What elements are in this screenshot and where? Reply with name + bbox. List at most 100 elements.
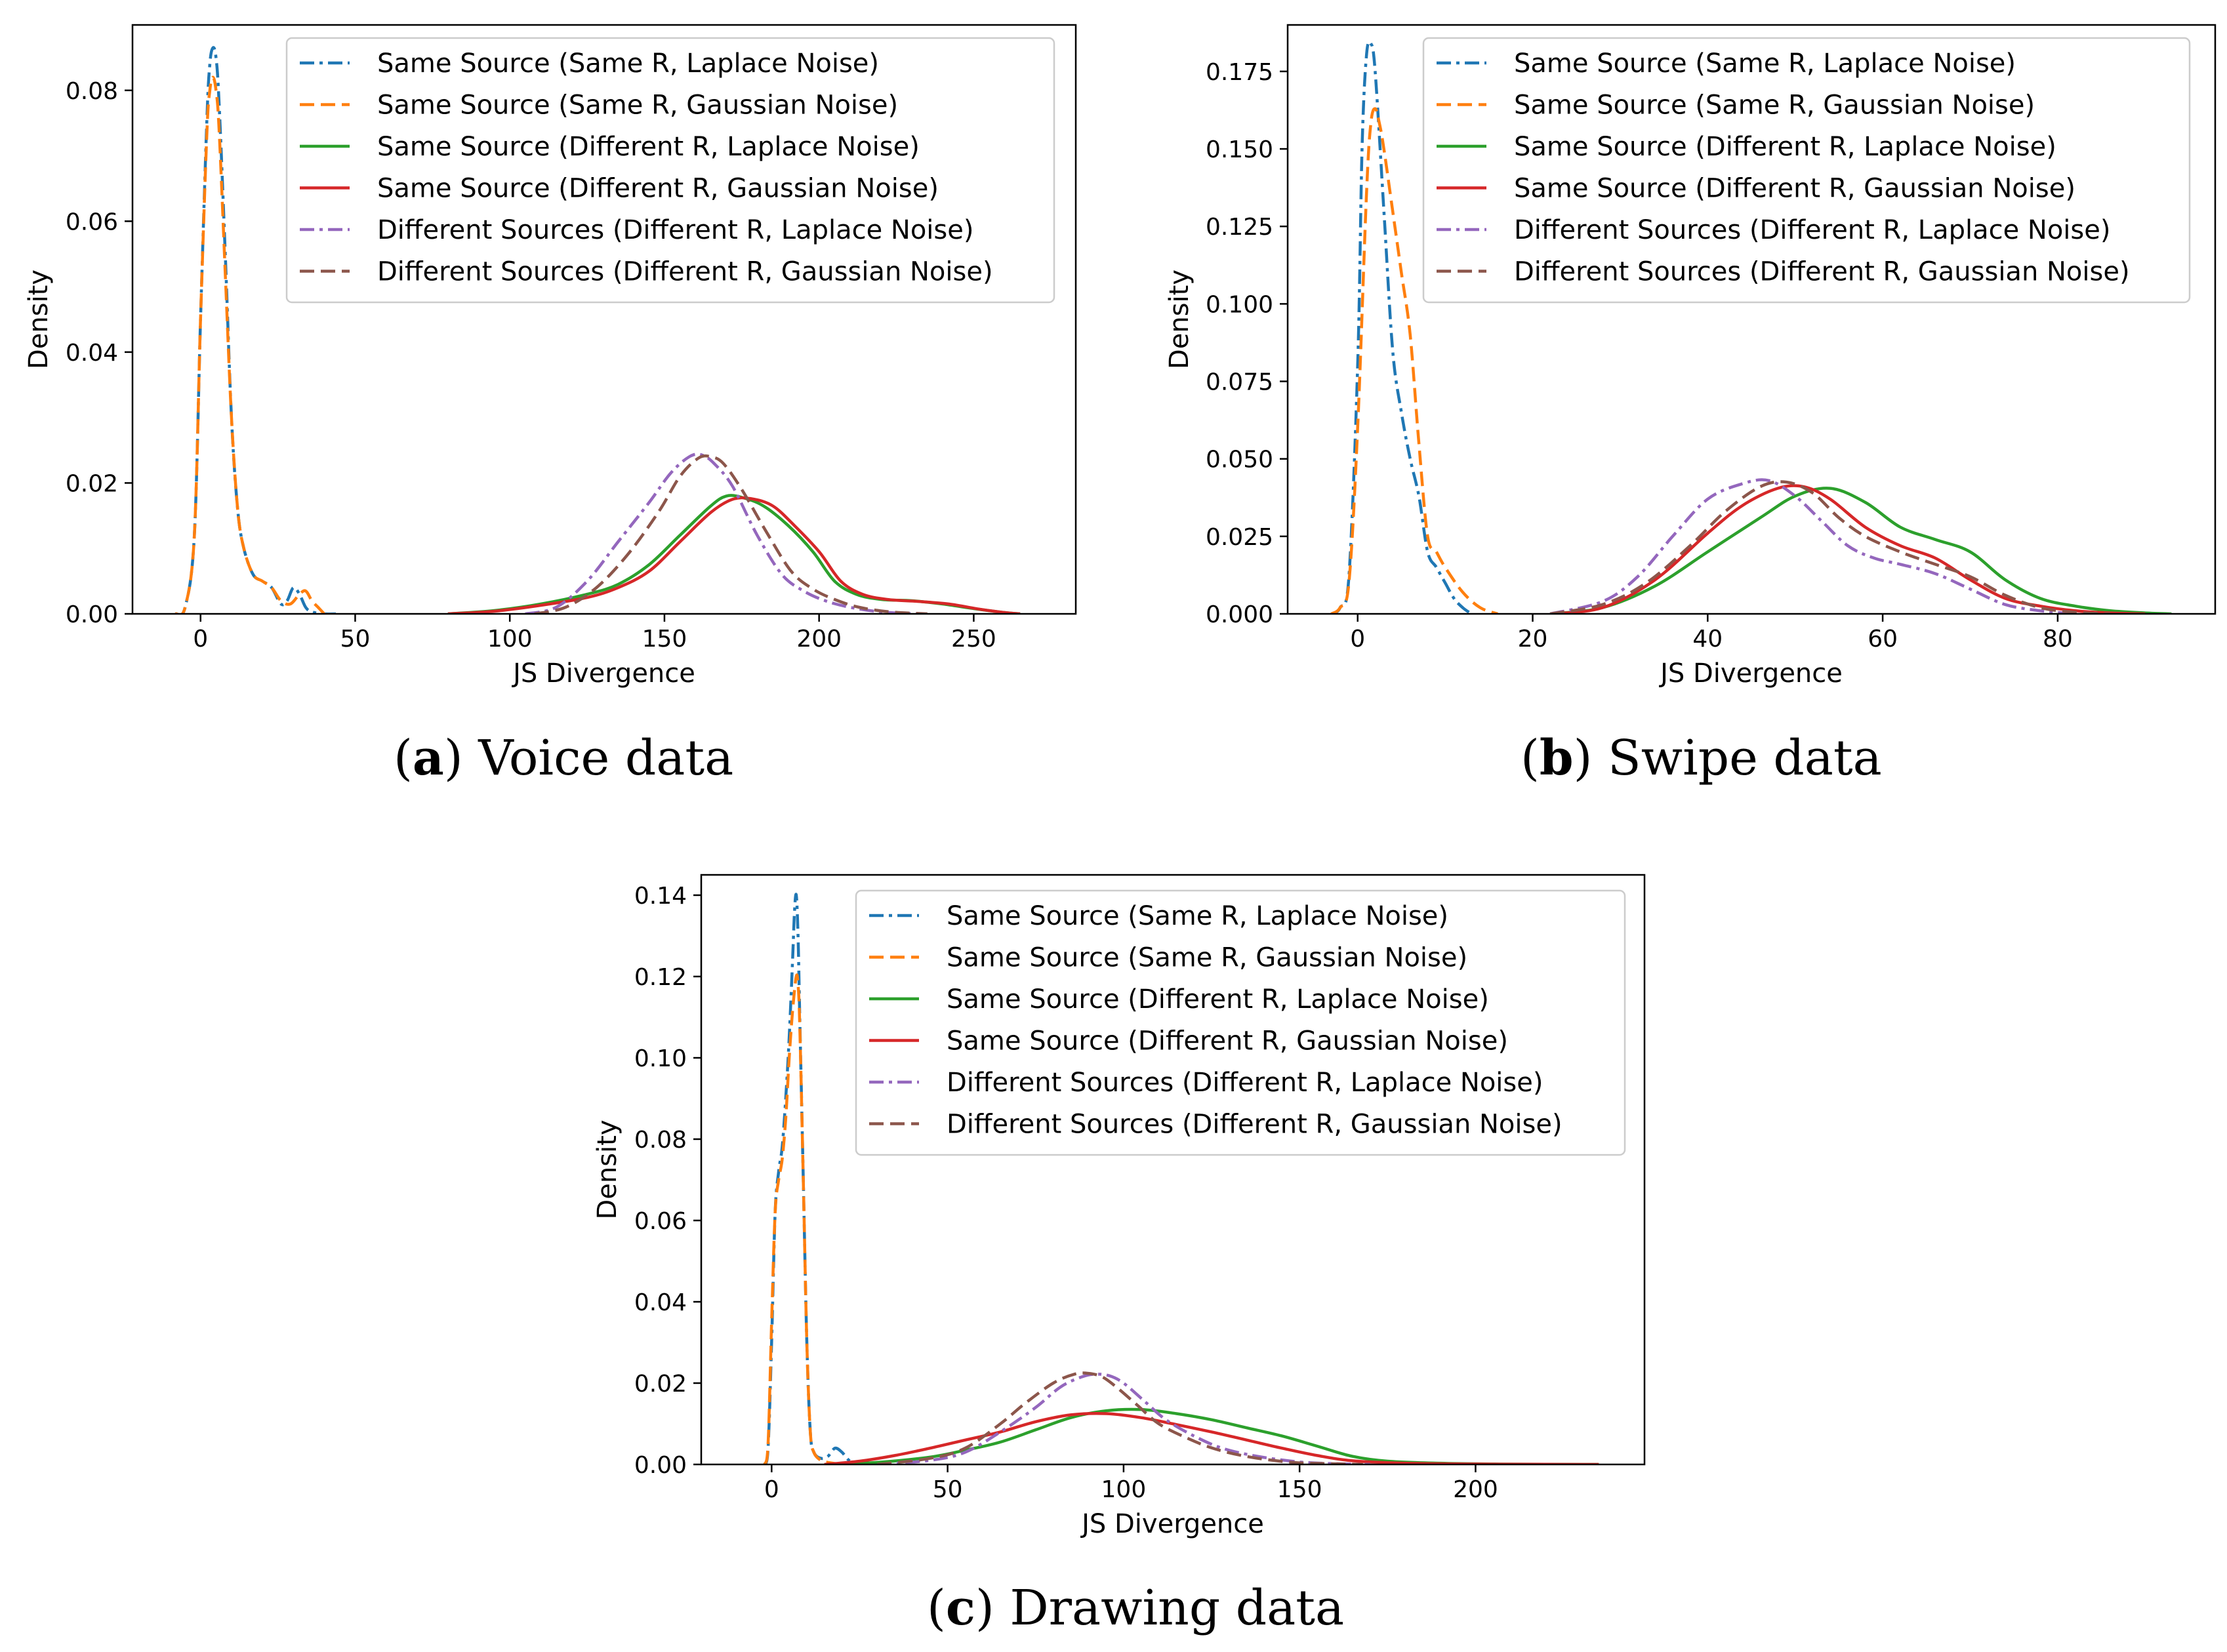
caption-c-text: Drawing data: [1010, 1580, 1345, 1636]
x-tick-label: 250: [951, 626, 996, 653]
x-tick-label: 0: [1350, 626, 1365, 653]
series-group: [1330, 40, 2172, 614]
x-tick-label: 40: [1692, 626, 1723, 653]
y-tick-label: 0.100: [1206, 291, 1273, 318]
chart-voice: 0 50 100 150 200 250 0.00 0.02 0.04 0.06 0.08 JS Di…: [24, 24, 1077, 689]
legend-label-4: Same Source (Different R, Gaussian Noise…: [1514, 174, 2075, 204]
series-line-3: [447, 494, 1021, 614]
y-tick-label: 0.175: [1206, 59, 1273, 86]
y-tick-label: 0.14: [634, 883, 687, 910]
x-tick-label: 200: [1453, 1476, 1498, 1503]
x-tick-label: 200: [796, 626, 842, 653]
legend-label-3: Same Source (Different R, Laplace Noise): [377, 132, 920, 162]
y-tick-label: 0.075: [1206, 369, 1273, 396]
x-tick-label: 20: [1518, 626, 1548, 653]
x-tick-label: 150: [1277, 1476, 1322, 1503]
x-tick-label: 150: [642, 626, 687, 653]
legend-label-3: Same Source (Different R, Laplace Noise): [947, 984, 1489, 1015]
x-axis-label: JS Divergence: [1658, 658, 1843, 689]
legend: Same Source (Same R, Laplace Noise) Same …: [285, 37, 1055, 304]
y-tick-label: 0.025: [1206, 524, 1273, 551]
axes-frame: [1286, 24, 2217, 615]
series-line-2: [763, 973, 842, 1464]
y-axis-label: Density: [592, 1119, 623, 1219]
caption-a-text: Voice data: [478, 730, 734, 786]
x-tick-label: 50: [340, 626, 371, 653]
series-line-6: [534, 454, 928, 614]
legend-label-6: Different Sources (Different R, Gaussian…: [377, 257, 993, 287]
caption-a: (a) Voice data: [394, 730, 734, 786]
series-group: [763, 893, 1599, 1464]
y-tick-label: 0.06: [66, 209, 118, 235]
series-line-5: [877, 1373, 1370, 1464]
series-line-6: [1549, 480, 2111, 614]
y-tick-label: 0.02: [66, 470, 118, 497]
x-tick-label: 0: [193, 626, 208, 653]
legend-label-2: Same Source (Same R, Gaussian Noise): [377, 91, 898, 121]
legend-label-5: Different Sources (Different R, Laplace …: [947, 1068, 1543, 1098]
x-tick-label: 100: [1101, 1476, 1147, 1503]
y-tick-label: 0.00: [66, 601, 118, 628]
legend: Same Source (Same R, Laplace Noise) Same …: [855, 889, 1626, 1156]
axes-frame: [700, 874, 1646, 1466]
legend-label-3: Same Source (Different R, Laplace Noise): [1514, 132, 2056, 162]
legend-box: [855, 889, 1626, 1156]
series-line-4: [447, 496, 1021, 614]
caption-b-text: Swipe data: [1608, 730, 1882, 786]
x-axis-label: JS Divergence: [1080, 1509, 1264, 1539]
y-tick-label: 0.00: [634, 1452, 687, 1479]
legend-label-2: Same Source (Same R, Gaussian Noise): [1514, 91, 2035, 121]
series-line-4: [1549, 484, 2146, 614]
legend-label-6: Different Sources (Different R, Gaussian…: [947, 1110, 1563, 1140]
legend-label-1: Same Source (Same R, Laplace Noise): [1514, 49, 2016, 79]
y-tick-label: 0.04: [634, 1289, 687, 1316]
legend-label-5: Different Sources (Different R, Laplace …: [377, 215, 973, 245]
legend-label-4: Same Source (Different R, Gaussian Noise…: [947, 1026, 1508, 1057]
x-tick-label: 80: [2043, 626, 2073, 653]
caption-c: (c) Drawing data: [927, 1580, 1345, 1636]
y-tick-label: 0.150: [1206, 136, 1273, 163]
legend-label-1: Same Source (Same R, Laplace Noise): [377, 49, 879, 79]
y-tick-label: 0.06: [634, 1208, 687, 1235]
legend-label-2: Same Source (Same R, Gaussian Noise): [947, 943, 1467, 973]
legend-label-4: Same Source (Different R, Gaussian Noise…: [377, 174, 939, 204]
chart-swipe: 0 20 40 60 80 0.000 0.025 0.050 0.075 0.100 0.125 0…: [1164, 24, 2217, 689]
caption-a-letter: a: [412, 730, 444, 786]
series-line-3: [1549, 487, 2172, 614]
caption-b: (b) Swipe data: [1521, 730, 1882, 786]
legend-label-1: Same Source (Same R, Laplace Noise): [947, 901, 1448, 931]
series-group: [174, 46, 1021, 614]
x-axis-label: JS Divergence: [511, 658, 695, 689]
y-tick-label: 0.02: [634, 1371, 687, 1398]
series-line-4: [824, 1411, 1599, 1464]
y-tick-label: 0.125: [1206, 214, 1273, 241]
legend-box: [285, 37, 1055, 304]
x-tick-label: 60: [1868, 626, 1898, 653]
legend-label-5: Different Sources (Different R, Laplace …: [1514, 215, 2110, 245]
y-tick-label: 0.04: [66, 340, 118, 367]
y-tick-label: 0.08: [634, 1127, 687, 1154]
y-tick-label: 0.08: [66, 78, 118, 105]
caption-c-letter: c: [945, 1580, 975, 1636]
series-line-5: [525, 453, 918, 614]
x-tick-label: 50: [933, 1476, 963, 1503]
y-tick-label: 0.10: [634, 1045, 687, 1072]
series-line-2: [174, 75, 325, 614]
legend: Same Source (Same R, Laplace Noise) Same …: [1422, 37, 2191, 304]
legend-box: [1422, 37, 2191, 304]
x-tick-label: 0: [764, 1476, 779, 1503]
series-line-2: [1330, 107, 1498, 614]
x-tick-label: 100: [487, 626, 533, 653]
y-axis-label: Density: [24, 270, 54, 369]
y-axis-label: Density: [1164, 270, 1195, 369]
y-tick-label: 0.000: [1206, 601, 1273, 628]
legend-label-6: Different Sources (Different R, Gaussian…: [1514, 257, 2130, 287]
chart-drawing: 0 50 100 150 200 0.00 0.02 0.04 0.06 0.08 0.10 0.12…: [592, 874, 1646, 1539]
y-tick-label: 0.12: [634, 964, 687, 991]
y-tick-label: 0.050: [1206, 447, 1273, 473]
axes-frame: [131, 24, 1077, 615]
series-line-5: [1549, 478, 2075, 614]
caption-b-letter: b: [1539, 730, 1574, 786]
